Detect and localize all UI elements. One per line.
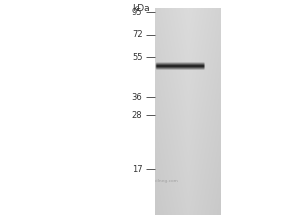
Text: cilneg.com: cilneg.com bbox=[154, 179, 178, 183]
Text: kDa: kDa bbox=[132, 4, 150, 13]
Text: 28: 28 bbox=[132, 111, 142, 120]
Text: 55: 55 bbox=[132, 53, 142, 62]
Text: 17: 17 bbox=[132, 165, 142, 174]
Text: 72: 72 bbox=[132, 30, 142, 39]
Text: 95: 95 bbox=[132, 8, 142, 17]
Text: 36: 36 bbox=[132, 93, 142, 102]
